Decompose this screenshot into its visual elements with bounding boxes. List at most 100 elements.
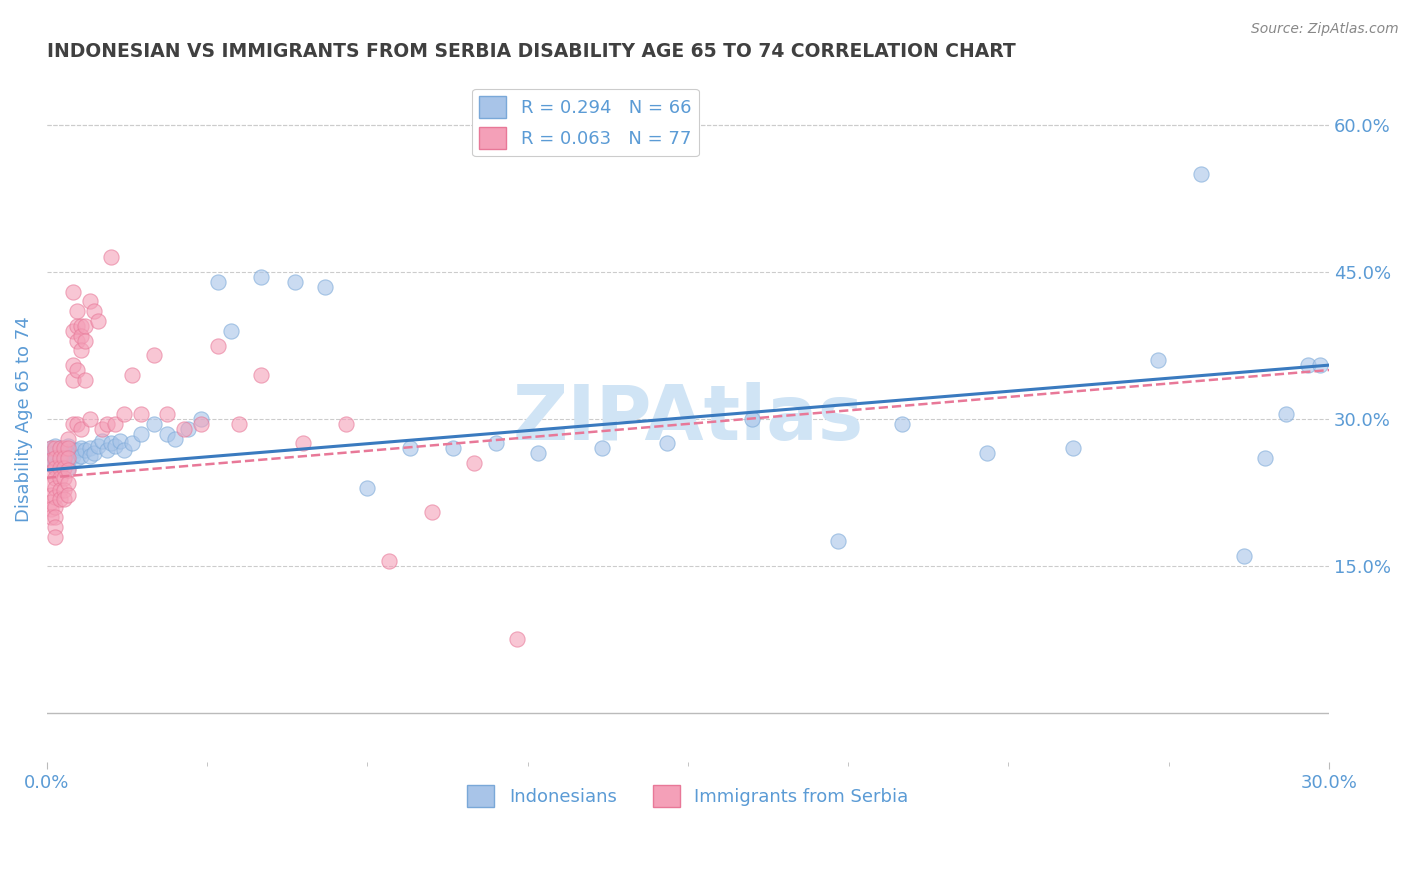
Point — [58, 488, 80, 502]
Point — [48, 461, 70, 475]
Point — [44, 500, 66, 515]
Point — [292, 436, 315, 450]
Point — [39, 442, 62, 456]
Point — [335, 417, 357, 431]
Point — [463, 456, 485, 470]
Point — [39, 442, 62, 456]
Point — [108, 434, 131, 448]
Point — [44, 439, 66, 453]
Point — [62, 373, 84, 387]
Point — [70, 328, 93, 343]
Point — [96, 443, 118, 458]
Point — [75, 318, 97, 333]
Point — [44, 451, 66, 466]
Point — [48, 442, 70, 456]
Point — [207, 338, 229, 352]
Point — [441, 442, 464, 456]
Point — [70, 422, 93, 436]
Point — [827, 534, 849, 549]
Point — [39, 502, 62, 516]
Point — [79, 449, 101, 463]
Point — [83, 446, 105, 460]
Point — [741, 412, 763, 426]
Point — [44, 510, 66, 524]
Point — [155, 426, 177, 441]
Point — [129, 426, 152, 441]
Text: ZIPAtlas: ZIPAtlas — [512, 382, 863, 456]
Point — [91, 422, 114, 436]
Point — [83, 304, 105, 318]
Point — [356, 481, 378, 495]
Point — [142, 348, 165, 362]
Point — [44, 471, 66, 485]
Point — [53, 443, 76, 458]
Point — [190, 417, 212, 431]
Point — [66, 318, 89, 333]
Point — [121, 368, 143, 382]
Point — [58, 461, 80, 475]
Y-axis label: Disability Age 65 to 74: Disability Age 65 to 74 — [15, 316, 32, 522]
Point — [70, 442, 93, 456]
Point — [527, 446, 550, 460]
Point — [39, 453, 62, 467]
Point — [44, 519, 66, 533]
Point — [976, 446, 998, 460]
Point — [53, 461, 76, 475]
Text: Source: ZipAtlas.com: Source: ZipAtlas.com — [1251, 22, 1399, 37]
Point — [1189, 167, 1212, 181]
Point — [1062, 442, 1084, 456]
Point — [485, 436, 508, 450]
Point — [58, 432, 80, 446]
Point — [58, 453, 80, 467]
Point — [399, 442, 422, 456]
Point — [48, 483, 70, 497]
Point — [44, 491, 66, 505]
Point — [48, 461, 70, 475]
Point — [53, 483, 76, 497]
Point — [129, 407, 152, 421]
Point — [506, 632, 529, 647]
Point — [70, 318, 93, 333]
Point — [79, 442, 101, 456]
Point — [314, 279, 336, 293]
Point — [100, 251, 122, 265]
Point — [1232, 549, 1254, 563]
Point — [75, 443, 97, 458]
Point — [53, 451, 76, 466]
Point — [1275, 407, 1298, 421]
Point — [39, 488, 62, 502]
Point — [177, 422, 200, 436]
Point — [592, 442, 614, 456]
Point — [48, 453, 70, 467]
Point — [44, 461, 66, 475]
Point — [58, 463, 80, 477]
Point — [44, 442, 66, 456]
Point — [48, 451, 70, 466]
Point — [58, 439, 80, 453]
Point — [53, 471, 76, 485]
Point — [39, 446, 62, 460]
Point — [53, 449, 76, 463]
Point — [62, 285, 84, 299]
Legend: Indonesians, Immigrants from Serbia: Indonesians, Immigrants from Serbia — [460, 778, 915, 814]
Point — [104, 417, 127, 431]
Point — [48, 442, 70, 456]
Point — [79, 294, 101, 309]
Point — [165, 432, 187, 446]
Point — [44, 481, 66, 495]
Point — [91, 434, 114, 448]
Point — [66, 334, 89, 348]
Point — [62, 358, 84, 372]
Point — [58, 442, 80, 456]
Point — [39, 495, 62, 509]
Point — [1296, 358, 1319, 372]
Point — [66, 417, 89, 431]
Point — [249, 270, 271, 285]
Point — [112, 407, 135, 421]
Point — [62, 417, 84, 431]
Point — [66, 363, 89, 377]
Point — [39, 476, 62, 491]
Point — [1254, 451, 1277, 466]
Point — [53, 442, 76, 456]
Point — [655, 436, 678, 450]
